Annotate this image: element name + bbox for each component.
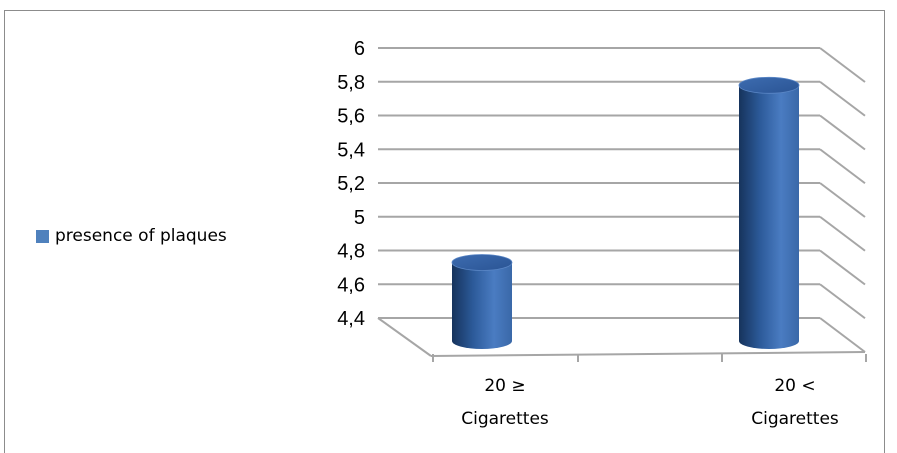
y-tick-label: 6 bbox=[354, 38, 365, 60]
bar-top bbox=[451, 254, 513, 271]
y-tick-label: 5,4 bbox=[337, 139, 365, 161]
y-tick-label: 5,8 bbox=[337, 72, 365, 94]
bar-body bbox=[739, 85, 799, 349]
category-label: 20 ≥ bbox=[484, 376, 525, 396]
bars bbox=[451, 76, 800, 349]
legend-swatch bbox=[36, 229, 49, 243]
floor-edge bbox=[377, 317, 432, 357]
y-tick-label: 5,2 bbox=[337, 173, 365, 195]
category-label: Cigarettes bbox=[751, 409, 839, 429]
side-gridline bbox=[819, 47, 866, 83]
side-gridline bbox=[819, 114, 866, 151]
bar-body bbox=[452, 262, 512, 349]
y-tick-label: 4,8 bbox=[337, 241, 365, 263]
x-axis-line bbox=[430, 351, 866, 357]
category-label: 20 < bbox=[774, 376, 815, 396]
side-gridline bbox=[819, 80, 866, 117]
side-gridline bbox=[819, 182, 866, 218]
bar bbox=[451, 254, 513, 349]
legend-label: presence of plaques bbox=[55, 226, 227, 246]
bar bbox=[738, 76, 800, 349]
x-axis-categories: 20 ≥ Cigarettes 20 < Cigarettes bbox=[461, 376, 839, 429]
y-tick-label: 4,6 bbox=[337, 274, 365, 296]
side-gridline bbox=[819, 215, 866, 252]
side-gridline bbox=[819, 317, 866, 353]
chart-frame bbox=[4, 10, 885, 453]
side-gridline bbox=[819, 249, 866, 286]
y-tick-label: 4,4 bbox=[337, 308, 365, 330]
category-label: Cigarettes bbox=[461, 409, 549, 429]
side-gridline bbox=[819, 283, 866, 320]
y-axis-ticks: 4,4 4,6 4,8 5 5,2 5,4 5,6 5,8 6 bbox=[337, 38, 365, 330]
legend: presence of plaques bbox=[36, 226, 227, 246]
y-tick-label: 5,6 bbox=[337, 106, 365, 128]
side-gridline bbox=[819, 148, 866, 185]
y-tick-label: 5 bbox=[354, 207, 365, 229]
bar-top bbox=[738, 76, 800, 94]
